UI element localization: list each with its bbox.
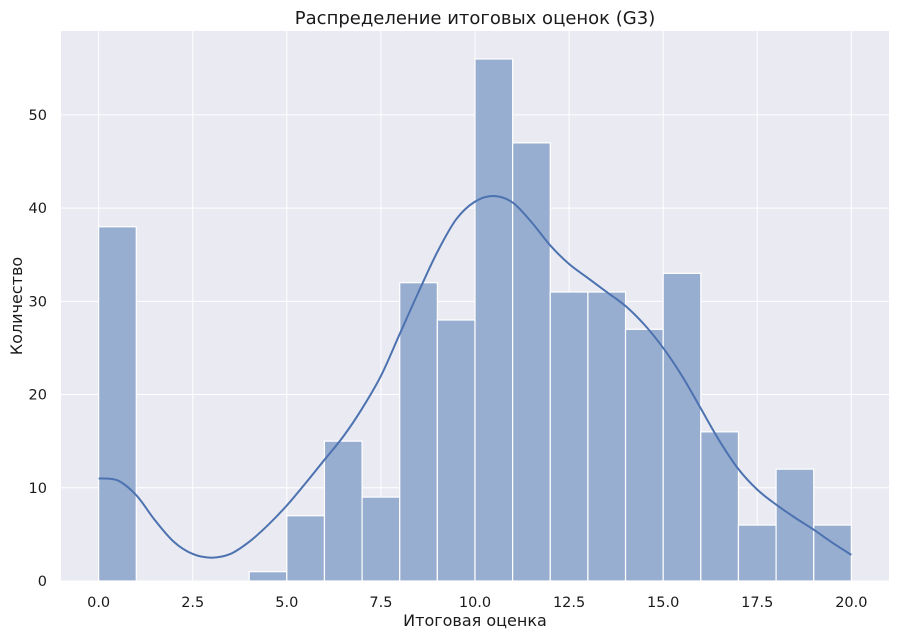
histogram-bar-14 xyxy=(624,328,664,582)
histogram-bar-4 xyxy=(248,571,288,582)
histogram-bar-8 xyxy=(399,282,438,582)
histogram-bar-15 xyxy=(662,272,702,582)
kde-curve xyxy=(98,194,852,559)
x-axis-label: Итоговая оценка xyxy=(403,611,547,630)
y-tick-label: 50 xyxy=(29,108,47,124)
x-tick-label: 0.0 xyxy=(87,595,110,611)
histogram-bar-12 xyxy=(549,291,589,582)
y-tick-label: 40 xyxy=(29,201,47,217)
x-axis-ticks: 0.0 2.5 5.0 7.5 10.0 12.5 15.0 17.5 20.0 xyxy=(87,595,867,611)
x-tick-label: 7.5 xyxy=(369,595,392,611)
x-tick-label: 20.0 xyxy=(835,595,867,611)
chart-title: Распределение итоговых оценок (G3) xyxy=(295,8,655,29)
histogram-bars xyxy=(98,58,852,582)
x-tick-label: 10.0 xyxy=(459,595,491,611)
histogram-bar-5 xyxy=(286,515,326,582)
y-tick-label: 0 xyxy=(38,574,47,590)
histogram-bar-16 xyxy=(700,431,740,582)
x-tick-label: 2.5 xyxy=(181,595,204,611)
y-tick-label: 20 xyxy=(29,388,47,404)
y-axis-label: Количество xyxy=(7,257,26,355)
x-tick-label: 12.5 xyxy=(553,595,585,611)
x-tick-label: 17.5 xyxy=(741,595,773,611)
x-tick-label: 15.0 xyxy=(647,595,679,611)
histogram-bar-11 xyxy=(512,142,551,582)
histogram-bar-13 xyxy=(587,291,627,582)
histogram-bar-7 xyxy=(361,496,401,582)
histogram-bar-0 xyxy=(98,226,137,582)
y-tick-label: 10 xyxy=(29,481,47,497)
histogram-bar-17 xyxy=(737,524,777,582)
y-tick-label: 30 xyxy=(29,294,47,310)
histogram-bar-6 xyxy=(323,440,363,582)
histogram-bar-9 xyxy=(436,319,476,582)
histogram-bar-10 xyxy=(474,58,514,582)
x-tick-label: 5.0 xyxy=(275,595,298,611)
y-axis-ticks: 0 10 20 30 40 50 xyxy=(29,108,47,590)
